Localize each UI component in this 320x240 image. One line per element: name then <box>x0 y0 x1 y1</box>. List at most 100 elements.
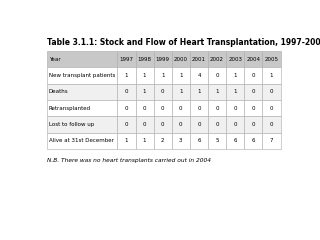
Bar <box>172 67 190 84</box>
Bar <box>172 84 190 100</box>
Bar <box>47 51 117 67</box>
Bar <box>154 132 172 149</box>
Text: 6: 6 <box>197 138 201 143</box>
Text: 1999: 1999 <box>156 57 170 62</box>
Text: 0: 0 <box>252 106 255 111</box>
Bar <box>117 67 135 84</box>
Text: 0: 0 <box>143 106 146 111</box>
Text: 0: 0 <box>270 122 273 127</box>
Bar <box>135 132 154 149</box>
Text: 0: 0 <box>197 106 201 111</box>
Text: 0: 0 <box>125 122 128 127</box>
Bar <box>47 67 117 84</box>
Bar <box>226 116 244 132</box>
Bar <box>244 116 262 132</box>
Text: 1997: 1997 <box>119 57 133 62</box>
Bar <box>172 116 190 132</box>
Bar <box>244 100 262 116</box>
Text: 1: 1 <box>179 89 183 94</box>
Bar <box>172 51 190 67</box>
Bar <box>190 132 208 149</box>
Text: Lost to follow up: Lost to follow up <box>49 122 94 127</box>
Bar <box>244 132 262 149</box>
Bar <box>262 100 281 116</box>
Bar <box>172 100 190 116</box>
Text: 6: 6 <box>252 138 255 143</box>
Bar <box>226 51 244 67</box>
Bar <box>190 100 208 116</box>
Bar <box>47 84 117 100</box>
Text: Table 3.1.1: Stock and Flow of Heart Transplantation, 1997-2005: Table 3.1.1: Stock and Flow of Heart Tra… <box>47 38 320 47</box>
Bar <box>135 84 154 100</box>
Bar <box>154 84 172 100</box>
Bar <box>47 132 117 149</box>
Bar <box>154 51 172 67</box>
Bar <box>190 84 208 100</box>
Bar <box>117 116 135 132</box>
Bar <box>262 51 281 67</box>
Bar <box>154 67 172 84</box>
Text: 2000: 2000 <box>174 57 188 62</box>
Text: Deaths: Deaths <box>49 89 68 94</box>
Text: Retransplanted: Retransplanted <box>49 106 91 111</box>
Bar <box>117 100 135 116</box>
Bar <box>226 100 244 116</box>
Bar <box>262 84 281 100</box>
Text: 1: 1 <box>234 89 237 94</box>
Text: 0: 0 <box>125 89 128 94</box>
Text: 0: 0 <box>215 106 219 111</box>
Text: 1: 1 <box>179 73 183 78</box>
Bar <box>190 51 208 67</box>
Text: 0: 0 <box>179 106 183 111</box>
Bar <box>244 84 262 100</box>
Text: 0: 0 <box>215 122 219 127</box>
Text: 0: 0 <box>252 122 255 127</box>
Bar <box>190 67 208 84</box>
Text: 7: 7 <box>270 138 273 143</box>
Bar <box>135 51 154 67</box>
Text: 1: 1 <box>270 73 273 78</box>
Bar <box>172 132 190 149</box>
Text: Year: Year <box>49 57 60 62</box>
Text: 4: 4 <box>197 73 201 78</box>
Text: 1998: 1998 <box>138 57 152 62</box>
Bar <box>47 116 117 132</box>
Bar <box>208 132 226 149</box>
Text: 0: 0 <box>179 122 183 127</box>
Bar <box>154 116 172 132</box>
Bar <box>117 84 135 100</box>
Bar <box>135 116 154 132</box>
Text: 0: 0 <box>270 89 273 94</box>
Bar <box>208 51 226 67</box>
Text: 0: 0 <box>143 122 146 127</box>
Text: 2005: 2005 <box>265 57 278 62</box>
Text: 2003: 2003 <box>228 57 242 62</box>
Bar <box>226 67 244 84</box>
Text: 0: 0 <box>234 122 237 127</box>
Bar <box>135 100 154 116</box>
Text: 0: 0 <box>234 106 237 111</box>
Text: 1: 1 <box>234 73 237 78</box>
Bar <box>208 100 226 116</box>
Bar <box>117 51 135 67</box>
Bar <box>262 67 281 84</box>
Bar <box>226 132 244 149</box>
Text: 1: 1 <box>143 138 146 143</box>
Text: 0: 0 <box>197 122 201 127</box>
Bar <box>262 132 281 149</box>
Text: 2004: 2004 <box>246 57 260 62</box>
Text: 1: 1 <box>197 89 201 94</box>
Text: 0: 0 <box>161 106 164 111</box>
Bar <box>135 67 154 84</box>
Text: 0: 0 <box>215 73 219 78</box>
Bar <box>244 67 262 84</box>
Text: New transplant patients: New transplant patients <box>49 73 115 78</box>
Text: 1: 1 <box>143 73 146 78</box>
Text: 0: 0 <box>161 122 164 127</box>
Bar <box>117 132 135 149</box>
Bar <box>262 116 281 132</box>
Bar <box>208 67 226 84</box>
Text: 2002: 2002 <box>210 57 224 62</box>
Bar <box>190 116 208 132</box>
Text: 0: 0 <box>252 89 255 94</box>
